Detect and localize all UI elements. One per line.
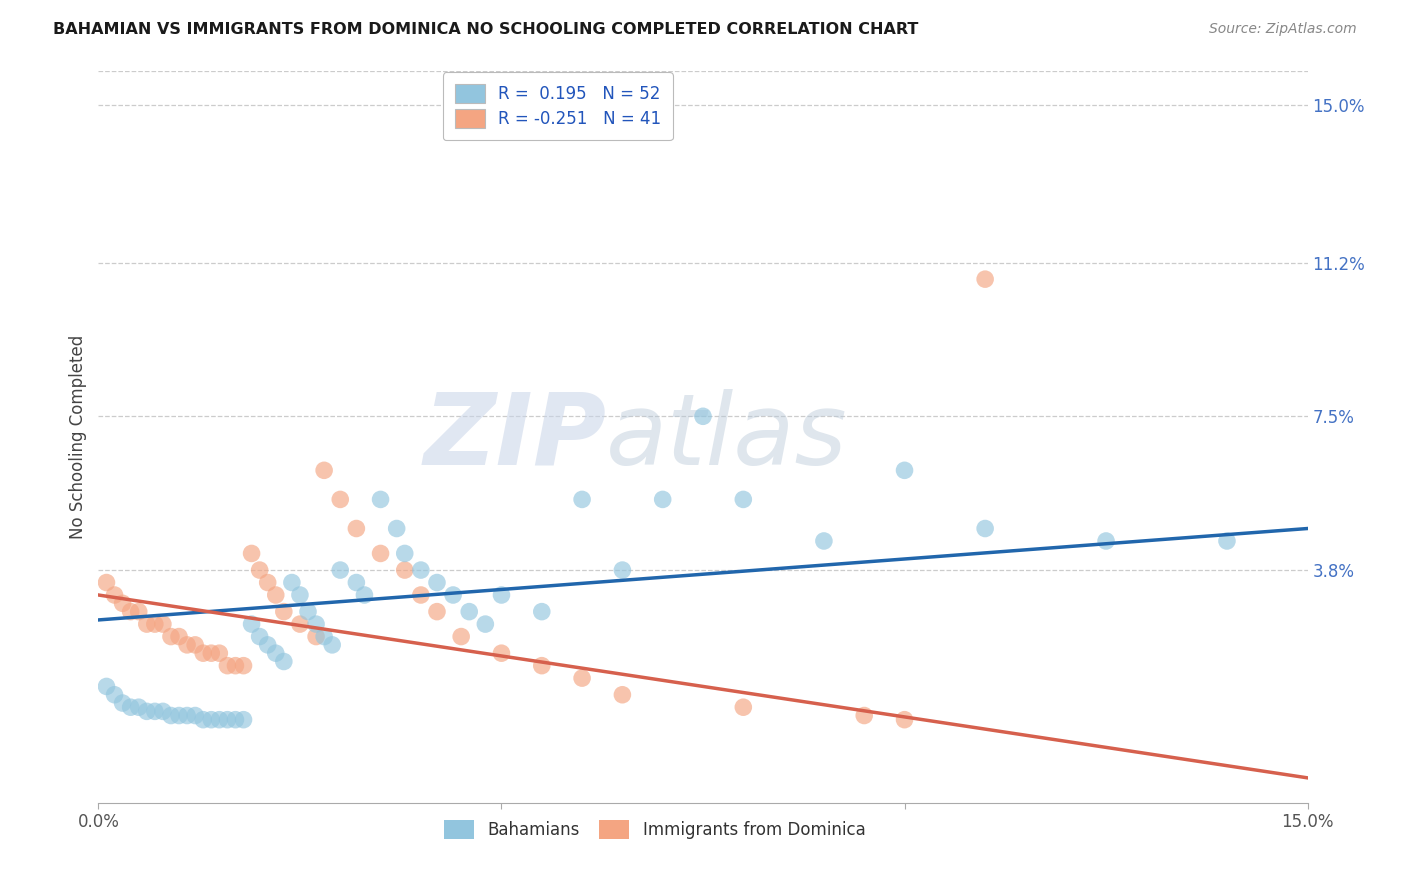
Point: [321, 638, 343, 652]
Point: [288, 588, 311, 602]
Point: [344, 575, 367, 590]
Point: [394, 546, 416, 560]
Point: [249, 563, 271, 577]
Point: [143, 705, 166, 719]
Point: [128, 605, 150, 619]
Point: [409, 563, 432, 577]
Point: [167, 630, 190, 644]
Point: [474, 617, 496, 632]
Point: [344, 521, 367, 535]
Point: [217, 658, 239, 673]
Point: [692, 409, 714, 424]
Point: [193, 713, 215, 727]
Point: [288, 617, 311, 632]
Point: [160, 630, 183, 644]
Text: ZIP: ZIP: [423, 389, 606, 485]
Point: [305, 630, 328, 644]
Point: [96, 680, 118, 694]
Point: [120, 700, 142, 714]
Point: [651, 492, 673, 507]
Point: [184, 638, 207, 652]
Point: [249, 630, 271, 644]
Point: [176, 708, 198, 723]
Point: [893, 713, 915, 727]
Point: [458, 605, 481, 619]
Point: [314, 630, 336, 644]
Point: [385, 521, 408, 535]
Point: [273, 655, 295, 669]
Point: [370, 492, 392, 507]
Y-axis label: No Schooling Completed: No Schooling Completed: [69, 335, 87, 539]
Point: [491, 646, 513, 660]
Point: [193, 646, 215, 660]
Point: [450, 630, 472, 644]
Point: [256, 638, 278, 652]
Point: [135, 705, 157, 719]
Point: [103, 588, 125, 602]
Point: [314, 463, 336, 477]
Text: atlas: atlas: [606, 389, 848, 485]
Point: [176, 638, 198, 652]
Point: [426, 605, 449, 619]
Point: [256, 575, 278, 590]
Point: [974, 521, 997, 535]
Point: [273, 605, 295, 619]
Legend: Bahamians, Immigrants from Dominica: Bahamians, Immigrants from Dominica: [433, 810, 876, 849]
Point: [409, 588, 432, 602]
Point: [135, 617, 157, 632]
Point: [120, 605, 142, 619]
Point: [111, 696, 134, 710]
Point: [612, 563, 634, 577]
Point: [353, 588, 375, 602]
Point: [240, 546, 263, 560]
Point: [103, 688, 125, 702]
Point: [370, 546, 392, 560]
Point: [96, 575, 118, 590]
Point: [1095, 533, 1118, 548]
Point: [530, 658, 553, 673]
Point: [128, 700, 150, 714]
Point: [232, 658, 254, 673]
Point: [152, 705, 174, 719]
Text: Source: ZipAtlas.com: Source: ZipAtlas.com: [1209, 22, 1357, 37]
Point: [394, 563, 416, 577]
Point: [305, 617, 328, 632]
Point: [571, 671, 593, 685]
Point: [152, 617, 174, 632]
Point: [281, 575, 304, 590]
Text: BAHAMIAN VS IMMIGRANTS FROM DOMINICA NO SCHOOLING COMPLETED CORRELATION CHART: BAHAMIAN VS IMMIGRANTS FROM DOMINICA NO …: [53, 22, 918, 37]
Point: [329, 492, 352, 507]
Point: [297, 605, 319, 619]
Point: [167, 708, 190, 723]
Point: [200, 646, 222, 660]
Point: [160, 708, 183, 723]
Point: [813, 533, 835, 548]
Point: [184, 708, 207, 723]
Point: [329, 563, 352, 577]
Point: [224, 658, 246, 673]
Point: [491, 588, 513, 602]
Point: [733, 492, 755, 507]
Point: [224, 713, 246, 727]
Point: [111, 596, 134, 610]
Point: [217, 713, 239, 727]
Point: [264, 646, 287, 660]
Point: [1216, 533, 1239, 548]
Point: [441, 588, 464, 602]
Point: [853, 708, 876, 723]
Point: [612, 688, 634, 702]
Point: [208, 646, 231, 660]
Point: [571, 492, 593, 507]
Point: [974, 272, 997, 286]
Point: [208, 713, 231, 727]
Point: [426, 575, 449, 590]
Point: [200, 713, 222, 727]
Point: [240, 617, 263, 632]
Point: [143, 617, 166, 632]
Point: [733, 700, 755, 714]
Point: [264, 588, 287, 602]
Point: [232, 713, 254, 727]
Point: [530, 605, 553, 619]
Point: [893, 463, 915, 477]
